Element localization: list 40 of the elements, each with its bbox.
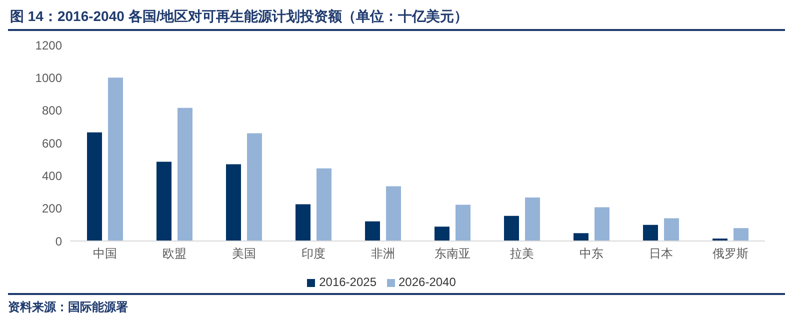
- y-tick-label: 0: [55, 234, 62, 248]
- bar: [316, 168, 332, 241]
- y-tick-label: 600: [42, 136, 62, 150]
- x-tick-label: 拉美: [510, 246, 534, 261]
- y-tick-label: 1200: [35, 38, 62, 52]
- y-tick-label: 1000: [35, 70, 62, 85]
- text: 资料来源：国际能源署: [8, 299, 129, 316]
- bar: [664, 218, 679, 241]
- chart-title: 图 14：2016-2040 各国/地区对可再生能源计划投资额（单位：十亿美元）: [8, 8, 785, 31]
- bar: [226, 164, 241, 241]
- x-tick-label: 中国: [92, 246, 117, 261]
- x-tick-label: 东南亚: [434, 246, 470, 261]
- x-tick-label: 美国: [232, 246, 256, 261]
- bar: [108, 78, 123, 241]
- x-tick-label: 俄罗斯: [712, 246, 748, 261]
- bar: [504, 216, 519, 241]
- y-tick-label: 800: [42, 104, 62, 118]
- y-tick-label: 200: [42, 202, 62, 216]
- x-tick-label: 印度: [301, 246, 326, 261]
- x-tick-label: 日本: [648, 246, 673, 261]
- y-tick-label: 400: [42, 168, 62, 183]
- bar: [434, 226, 450, 241]
- legend-label: 2016-2025: [319, 275, 376, 289]
- bar: [365, 221, 380, 241]
- bar: [525, 198, 540, 241]
- bar: [296, 204, 310, 241]
- bar: [247, 133, 262, 241]
- bar: [386, 186, 401, 241]
- legend-label: 2026-2040: [398, 275, 456, 289]
- bar: [87, 132, 102, 241]
- bar: [594, 207, 610, 241]
- x-tick-label: 非洲: [370, 246, 395, 261]
- bar: [574, 233, 588, 241]
- bar: [156, 162, 172, 241]
- bar: [643, 224, 658, 241]
- bar: [456, 204, 470, 241]
- x-tick-label: 欧盟: [162, 246, 186, 261]
- bar: [178, 108, 192, 241]
- x-tick-label: 中东: [579, 246, 604, 261]
- bar: [734, 228, 748, 241]
